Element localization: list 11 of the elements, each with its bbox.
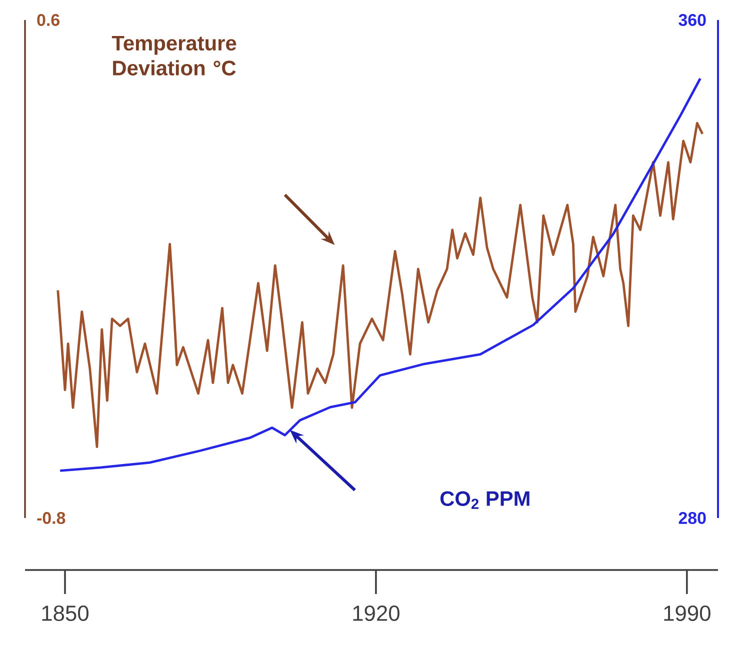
annotation: Temperature Deviation °C [112,36,236,76]
y-tick-label: -0.8 [37,512,66,524]
x-tick-label: 1920 [353,605,400,622]
y-tick-label: 0.6 [37,14,60,26]
y2-tick-label: 280 [678,512,706,524]
line-series [58,77,702,472]
annotation: CO$_{2}$ PPM [440,491,530,509]
x-tick-label: 1850 [42,605,88,622]
line-series [56,122,704,448]
x-tick-label: 1990 [664,605,710,622]
y2-tick-label: 360 [678,14,706,26]
